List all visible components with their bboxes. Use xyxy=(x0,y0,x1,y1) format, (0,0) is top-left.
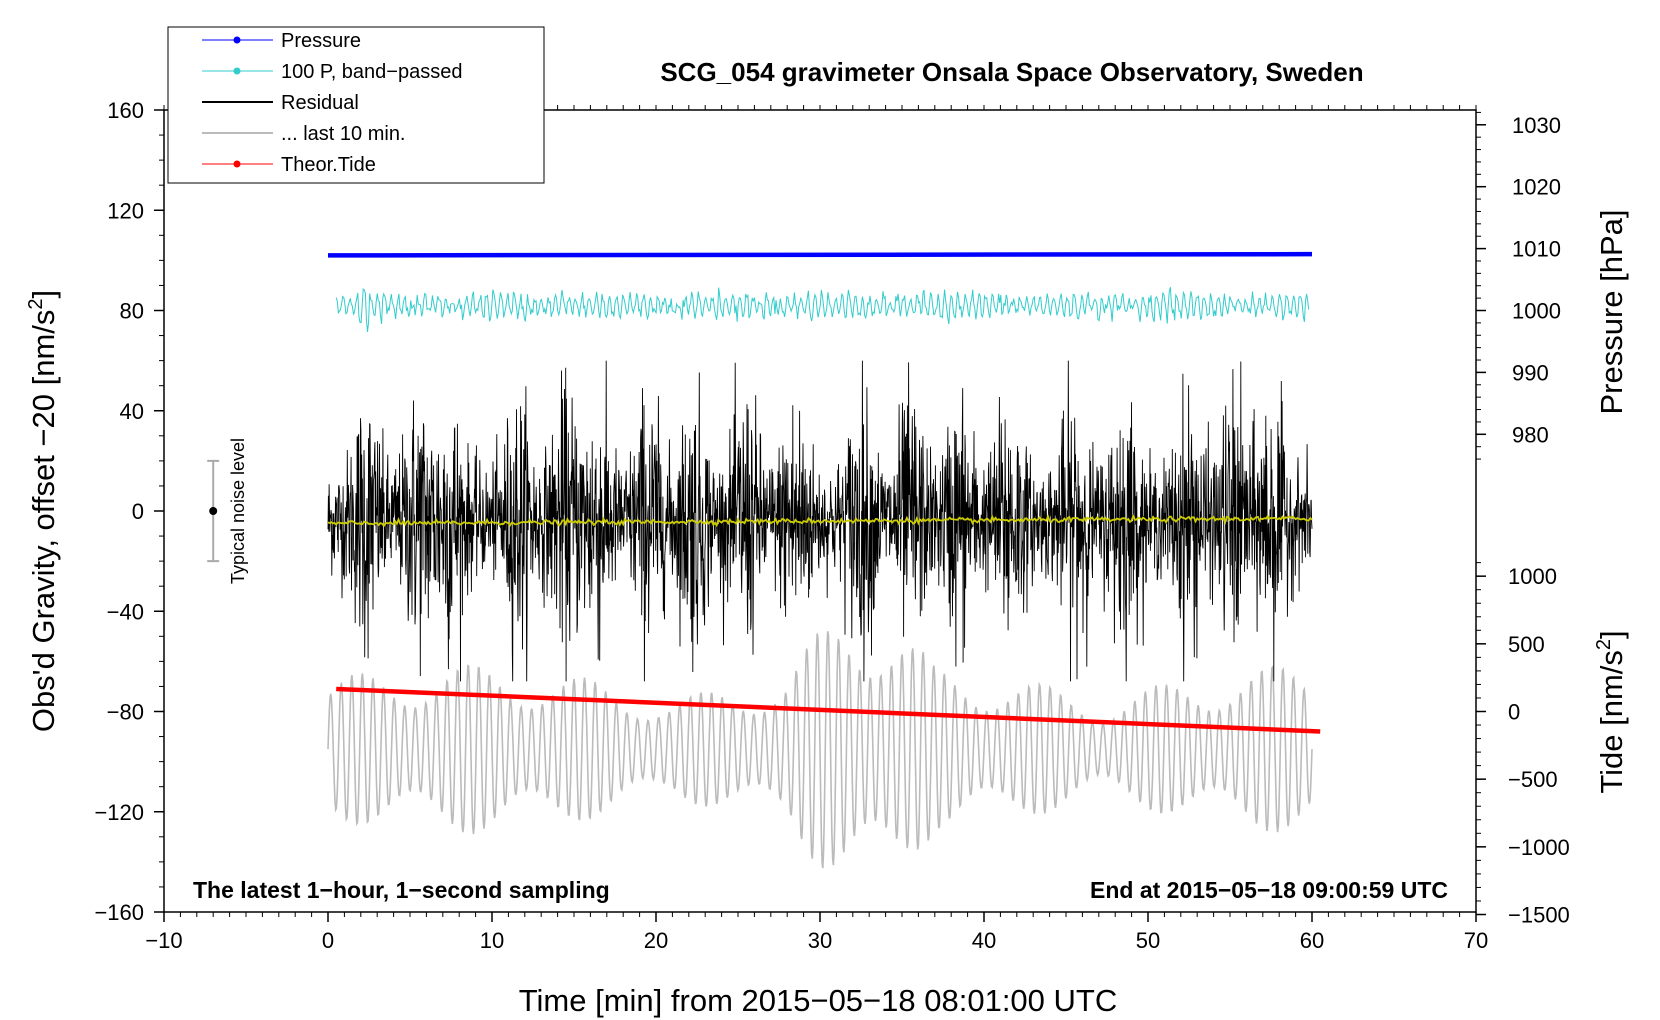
legend: Pressure 100 P, band−passed Residual ...… xyxy=(167,26,545,184)
x-tick-label: 10 xyxy=(480,928,504,953)
residual-mean-line xyxy=(327,513,1313,528)
tick-labels: −10 0 10 20 30 40 50 60 70−160−120−80−4004080120… xyxy=(94,98,1569,953)
legend-entry-residual: Residual xyxy=(202,92,359,114)
y-axis-title-left: Obs'd Gravity, offset −20 [nm/s2] xyxy=(25,290,61,732)
tide-tick-label: 0 xyxy=(1508,700,1520,725)
pressure-tick-label: 1020 xyxy=(1512,175,1561,200)
legend-entry-theor-tide: Theor.Tide xyxy=(202,154,376,176)
legend-label-residual: Residual xyxy=(281,92,359,114)
legend-label-theor-tide: Theor.Tide xyxy=(281,154,376,176)
y-tick-label: −40 xyxy=(107,599,144,624)
legend-entry-band-passed: 100 P, band−passed xyxy=(202,61,462,83)
legend-marker-band-passed xyxy=(233,67,241,75)
pressure-tick-label: 980 xyxy=(1512,422,1549,447)
tide-tick-label: 1000 xyxy=(1508,564,1557,589)
legend-marker-theor-tide xyxy=(233,160,241,168)
y-tick-label: −120 xyxy=(94,800,144,825)
legend-label-last-10-min: ... last 10 min. xyxy=(281,123,406,145)
y-tick-label: 80 xyxy=(120,299,144,324)
x-tick-label: 60 xyxy=(1300,928,1324,953)
legend-entry-pressure: Pressure xyxy=(202,30,361,52)
noise-level-indicator: Typical noise level xyxy=(207,438,248,584)
x-tick-label: 0 xyxy=(322,928,334,953)
last-10-min-line xyxy=(327,631,1313,869)
tide-tick-label: −500 xyxy=(1508,767,1558,792)
tide-line xyxy=(336,686,1321,734)
pressure-tick-label: 990 xyxy=(1512,360,1549,385)
x-tick-label: 30 xyxy=(808,928,832,953)
residual-line xyxy=(327,360,1313,682)
residual-mean-series xyxy=(327,513,1313,528)
tide-tick-label: 500 xyxy=(1508,632,1545,657)
legend-label-pressure: Pressure xyxy=(281,30,361,52)
tide-tick-label: −1500 xyxy=(1508,903,1570,928)
pressure-series xyxy=(327,251,1313,258)
legend-label-band-passed: 100 P, band−passed xyxy=(281,61,462,83)
y-tick-label: 0 xyxy=(132,499,144,524)
legend-marker-pressure xyxy=(233,36,241,44)
sampling-annotation: The latest 1−hour, 1−second sampling xyxy=(193,877,610,903)
x-tick-label: 70 xyxy=(1464,928,1488,953)
x-axis-title: Time [min] from 2015−05−18 08:01:00 UTC xyxy=(519,983,1118,1018)
band-passed-pressure-series xyxy=(335,287,1310,332)
band-passed-line xyxy=(335,287,1310,332)
y-tick-label: 40 xyxy=(120,399,144,424)
y-axis-title-pressure: Pressure [hPa] xyxy=(1594,209,1629,414)
pressure-tick-label: 1000 xyxy=(1512,299,1561,324)
y-axis-title-tide: Tide [nm/s2] xyxy=(1593,630,1629,793)
x-tick-label: 40 xyxy=(972,928,996,953)
y-tick-label: −160 xyxy=(94,900,144,925)
pressure-line xyxy=(327,251,1313,258)
noise-label: Typical noise level xyxy=(228,438,248,584)
last-10-min-series xyxy=(327,631,1313,869)
residual-series xyxy=(327,360,1313,682)
pressure-tick-label: 1010 xyxy=(1512,237,1561,262)
y-tick-label: 120 xyxy=(107,198,144,223)
x-tick-label: 50 xyxy=(1136,928,1160,953)
x-tick-label: −10 xyxy=(145,928,182,953)
noise-point xyxy=(209,507,218,515)
end-time-annotation: End at 2015−05−18 09:00:59 UTC xyxy=(1090,877,1448,903)
y-tick-label: 160 xyxy=(107,98,144,123)
pressure-tick-label: 1030 xyxy=(1512,113,1561,138)
theoretical-tide-series xyxy=(336,686,1321,734)
tide-tick-label: −1000 xyxy=(1508,835,1570,860)
chart-title: SCG_054 gravimeter Onsala Space Observat… xyxy=(660,57,1363,87)
legend-entry-last-10-min: ... last 10 min. xyxy=(202,123,406,145)
y-tick-label: −80 xyxy=(107,700,144,725)
x-tick-label: 20 xyxy=(644,928,668,953)
legend-box xyxy=(167,26,545,184)
